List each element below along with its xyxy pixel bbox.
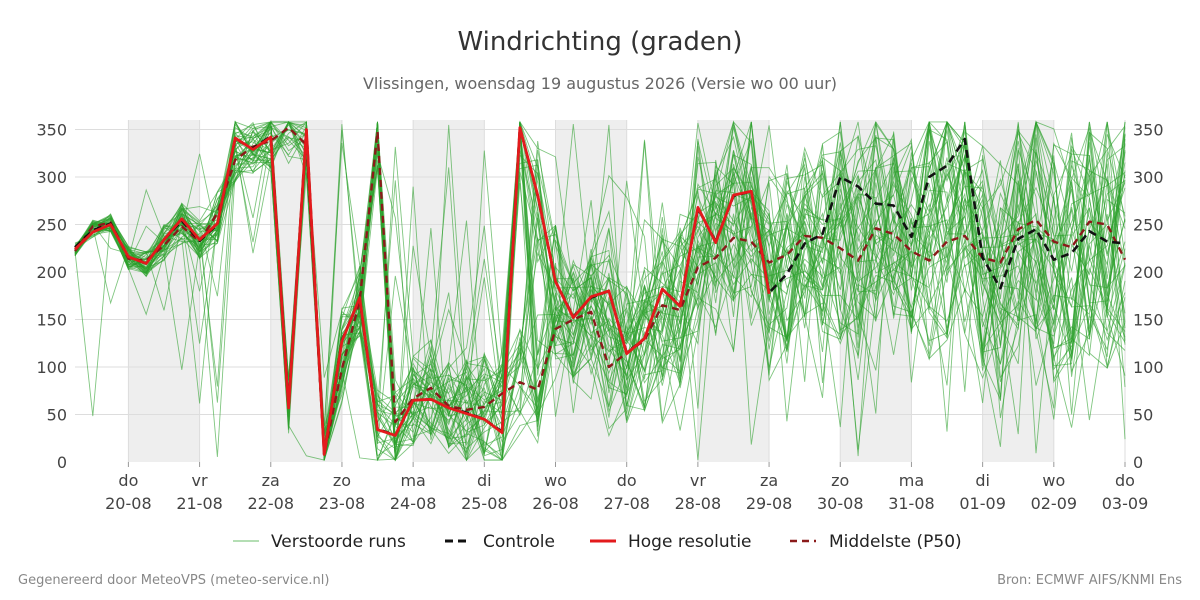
main-series [74, 126, 1127, 456]
y-tick-right-label: 350 [1133, 121, 1164, 140]
x-tick-day-label: vr [192, 471, 208, 490]
footer-generated-by: Gegenereerd door MeteoVPS (meteo-service… [18, 573, 329, 588]
x-tick-date-label: 28-08 [675, 494, 722, 513]
x-tick-date-label: 29-08 [746, 494, 793, 513]
x-tick-day-label: za [262, 471, 280, 490]
ensemble-runs [74, 120, 1126, 462]
ensemble-run-line [74, 121, 1126, 454]
y-tick-left-label: 300 [36, 168, 67, 187]
x-tick-date-label: 21-08 [176, 494, 223, 513]
ensemble-run-line [74, 124, 1126, 454]
x-tick-day-label: vr [690, 471, 706, 490]
legend: Verstoorde runs Controle Hoge resolutie … [233, 532, 962, 552]
footer-source: Bron: ECMWF AIFS/KNMI Ens [997, 573, 1182, 588]
legend-item-control: Controle [445, 532, 555, 552]
ensemble-run-line [74, 120, 1126, 462]
y-tick-left-label: 200 [36, 263, 67, 282]
legend-label-median: Middelste (P50) [829, 532, 962, 552]
x-tick-day-label: do [118, 471, 138, 490]
x-tick-day-label: ma [899, 471, 924, 490]
legend-label-control: Controle [483, 532, 555, 552]
x-tick-day-label: do [1115, 471, 1135, 490]
y-axis-left: 0 50 100 150 200 250 300 350 [36, 121, 67, 473]
y-tick-left-label: 50 [47, 406, 67, 425]
x-tick-day-label: di [477, 471, 492, 490]
x-tick-day-label: wo [1042, 471, 1065, 490]
legend-item-ensemble: Verstoorde runs [233, 532, 406, 552]
x-tick-date-label: 31-08 [888, 494, 935, 513]
legend-label-high-res: Hoge resolutie [628, 532, 752, 552]
control-line [74, 126, 1126, 456]
ensemble-run-line [74, 121, 1126, 461]
ensemble-run-line [74, 120, 1126, 461]
ensemble-run-line [74, 121, 1126, 462]
y-axis-right: 0 50 100 150 200 250 300 350 [1133, 121, 1164, 473]
legend-item-high-res: Hoge resolutie [590, 532, 752, 552]
y-tick-right-label: 150 [1133, 311, 1164, 330]
x-tick-day-label: zo [831, 471, 849, 490]
y-tick-right-label: 300 [1133, 168, 1164, 187]
x-tick-date-label: 24-08 [390, 494, 437, 513]
legend-label-ensemble: Verstoorde runs [271, 532, 406, 552]
ensemble-run-line [74, 121, 1126, 461]
chart-subtitle: Vlissingen, woensdag 19 augustus 2026 (V… [363, 74, 837, 93]
x-tick-day-label: ma [400, 471, 425, 490]
ensemble-run-line [74, 121, 1126, 461]
x-tick-day-label: za [760, 471, 778, 490]
y-tick-right-label: 200 [1133, 263, 1164, 282]
y-tick-left-label: 350 [36, 121, 67, 140]
y-tick-left-label: 250 [36, 216, 67, 235]
chart-title: Windrichting (graden) [457, 27, 742, 57]
ensemble-run-line [74, 121, 1126, 461]
plot-area: 0 50 100 150 200 250 300 350 0 50 100 150 200 250 300… [36, 120, 1164, 513]
ensemble-run-line [74, 125, 1126, 462]
y-tick-right-label: 100 [1133, 358, 1164, 377]
ensemble-run-line [74, 121, 1126, 461]
x-tick-day-label: do [617, 471, 637, 490]
x-tick-date-label: 20-08 [105, 494, 152, 513]
x-axis: do 20-08 vr 21-08 za 22-08 zo 23-08 ma 24-08 di 25-… [105, 462, 1148, 513]
x-tick-day-label: di [975, 471, 990, 490]
legend-item-median: Middelste (P50) [790, 532, 962, 552]
x-tick-date-label: 01-09 [959, 494, 1006, 513]
x-tick-date-label: 03-09 [1102, 494, 1149, 513]
x-tick-day-label: wo [544, 471, 567, 490]
x-tick-date-label: 27-08 [603, 494, 650, 513]
x-tick-date-label: 22-08 [248, 494, 295, 513]
x-tick-date-label: 30-08 [817, 494, 864, 513]
y-tick-left-label: 100 [36, 358, 67, 377]
high-res-line [74, 126, 771, 456]
y-tick-right-label: 0 [1133, 453, 1143, 472]
x-tick-date-label: 23-08 [319, 494, 366, 513]
x-tick-date-label: 26-08 [532, 494, 579, 513]
x-tick-date-label: 02-09 [1031, 494, 1078, 513]
y-tick-left-label: 150 [36, 311, 67, 330]
y-tick-right-label: 250 [1133, 216, 1164, 235]
x-tick-day-label: zo [333, 471, 351, 490]
y-tick-right-label: 50 [1133, 406, 1153, 425]
y-tick-left-label: 0 [57, 453, 67, 472]
shaded-band-0 [128, 120, 200, 462]
ensemble-run-line [74, 128, 1126, 455]
x-tick-date-label: 25-08 [461, 494, 508, 513]
ensemble-run-line [74, 120, 1126, 461]
